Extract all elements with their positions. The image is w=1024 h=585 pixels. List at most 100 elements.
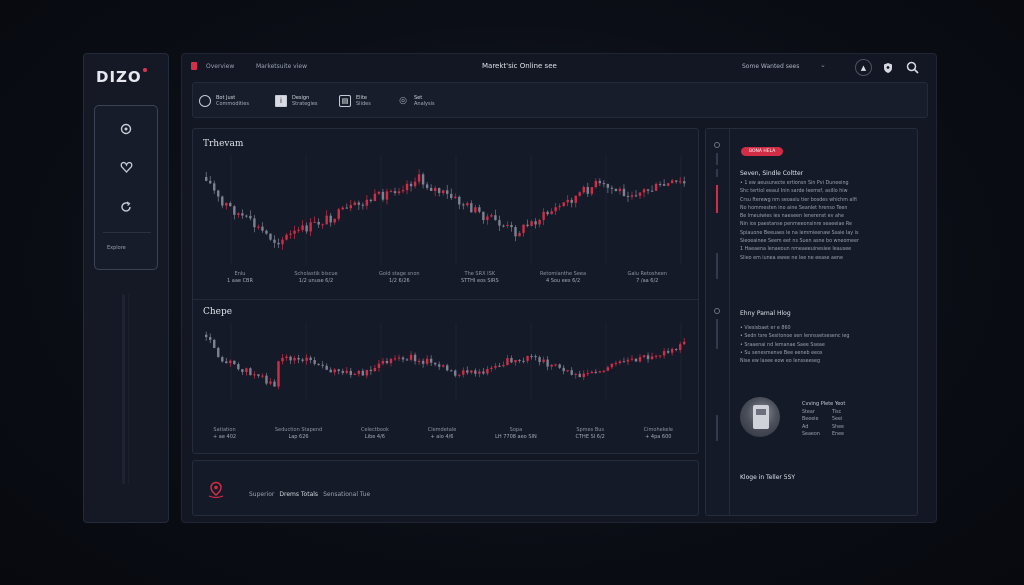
candle-body xyxy=(454,370,457,376)
candle-body xyxy=(674,349,678,351)
candle-body xyxy=(361,370,365,376)
profile-row: Stear Tisc xyxy=(802,409,842,415)
chevron-down-icon[interactable]: ⌄ xyxy=(820,61,826,69)
candle-body xyxy=(313,221,316,223)
candle-body xyxy=(393,191,397,194)
candle-body xyxy=(650,356,654,360)
news-badge[interactable]: BONA HELA xyxy=(741,147,784,156)
tool-title: Bot Just xyxy=(216,95,236,101)
candle-body xyxy=(389,191,393,193)
news-line: • Su senesmenve Bee eeneb eeos xyxy=(740,350,823,356)
chart-bottom[interactable] xyxy=(201,323,691,401)
candle-body xyxy=(245,215,248,217)
candle-body xyxy=(373,367,377,372)
sidebar-nav: Explore xyxy=(94,105,158,270)
sidebar-item-heart[interactable] xyxy=(117,158,135,176)
candle-body xyxy=(638,357,642,362)
candle-body xyxy=(530,356,533,358)
candle-body xyxy=(458,374,461,376)
candle-body xyxy=(245,368,248,372)
candle-body xyxy=(678,181,682,183)
news-headline: Ehny Pamal Hlog xyxy=(740,310,791,317)
candle-body xyxy=(558,364,561,368)
news-line: Crsu fterewg nm seoasiu tier bosdes whic… xyxy=(740,197,857,203)
x-tick-label: The SRX ISK STTHI eos SIRS xyxy=(460,271,499,284)
summary-text: Superior Drems Totals Sensational Tue xyxy=(249,491,371,498)
candle-body xyxy=(642,189,646,193)
candle-body xyxy=(478,207,481,212)
candle-body xyxy=(293,230,296,234)
candle-body xyxy=(289,356,292,361)
candle-body xyxy=(450,193,453,198)
tool-design[interactable]: i Design Strategies xyxy=(275,92,318,110)
candle-body xyxy=(269,233,272,240)
rail-marker[interactable] xyxy=(714,142,720,148)
rail-seg xyxy=(716,415,718,441)
notification-icon[interactable]: ▲ xyxy=(855,59,872,76)
candle-body xyxy=(261,375,264,377)
avatar[interactable] xyxy=(740,397,780,437)
app-logo[interactable]: DIZO xyxy=(96,68,147,86)
candle-body xyxy=(309,222,312,232)
candle-body xyxy=(683,181,686,184)
candle-body xyxy=(646,189,650,191)
sidebar-scroll-track xyxy=(128,294,129,484)
candle-body xyxy=(634,195,638,197)
candle-body xyxy=(253,374,256,376)
candle-body xyxy=(437,188,441,194)
rail-marker[interactable] xyxy=(714,308,720,314)
candle-body xyxy=(233,206,236,215)
chart-top[interactable] xyxy=(201,155,691,265)
candle-body xyxy=(494,215,497,221)
candle-body xyxy=(277,361,280,387)
tool-bot-just[interactable]: Bot Just Commodities xyxy=(199,92,249,110)
search-icon[interactable] xyxy=(904,59,921,76)
candle-body xyxy=(506,224,509,226)
user-menu[interactable]: Some Wanted sees xyxy=(742,63,800,70)
candle-body xyxy=(441,365,445,367)
news-line: No hommesten ino aine Seanlet hrenso Tee… xyxy=(740,205,848,211)
candle-body xyxy=(478,371,481,374)
candle-body xyxy=(546,359,549,367)
nav-market-view[interactable]: Marketsuite view xyxy=(256,63,307,70)
news-footer[interactable]: Kloge in Teller 5SY xyxy=(740,474,796,481)
sidebar-item-circle[interactable] xyxy=(117,120,135,138)
shield-icon[interactable] xyxy=(879,59,896,76)
candle-body xyxy=(353,373,357,375)
candle-body xyxy=(277,242,280,245)
candle-body xyxy=(405,183,409,191)
nav-overview[interactable]: Overview xyxy=(206,63,235,70)
candle-body xyxy=(301,359,304,361)
chart-divider xyxy=(193,299,698,300)
candle-body xyxy=(462,370,465,375)
x-tick-label: Seduction Stapend Lap 626 xyxy=(274,427,323,440)
candle-body xyxy=(209,180,212,184)
sidebar-label[interactable]: Explore xyxy=(107,245,126,251)
x-tick-label: Sopa LH 7708 aeo SIN xyxy=(495,427,537,440)
profile-row: Ad Shee xyxy=(802,424,844,430)
candle-body xyxy=(530,221,533,227)
candle-body xyxy=(421,174,425,185)
candle-body xyxy=(578,373,581,378)
candle-body xyxy=(494,365,497,368)
candle-body xyxy=(337,369,340,372)
candle-body xyxy=(450,370,453,372)
sidebar-item-refresh[interactable] xyxy=(117,198,135,216)
candle-body xyxy=(614,188,618,192)
candle-body xyxy=(329,369,332,373)
candle-body xyxy=(666,183,670,186)
main-window: Overview Marketsuite view Marekt'sic Onl… xyxy=(181,53,937,523)
candle-body xyxy=(518,232,521,237)
candle-body xyxy=(610,363,614,368)
rail-seg-active[interactable] xyxy=(716,185,718,213)
candle-body xyxy=(209,337,212,340)
tool-elite[interactable]: ▤ Elite Slides xyxy=(339,92,371,110)
candle-body xyxy=(658,355,662,357)
location-icon[interactable] xyxy=(207,481,224,499)
tool-set[interactable]: ◎ Set Analysis xyxy=(397,92,435,110)
candle-body xyxy=(522,224,525,233)
candle-body xyxy=(377,363,381,368)
sidebar-scrollbar[interactable] xyxy=(122,294,125,484)
candle-body xyxy=(329,215,332,223)
candle-body xyxy=(670,180,674,184)
